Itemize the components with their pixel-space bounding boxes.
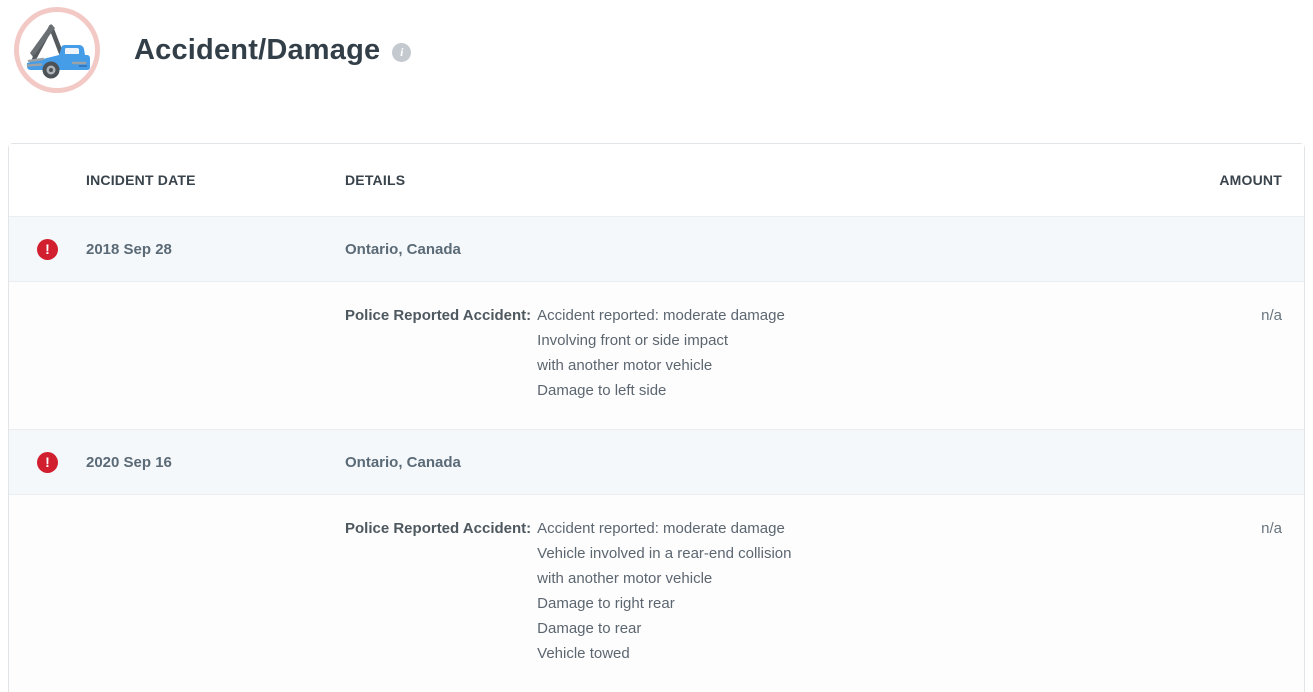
table-row-incident-summary: ! 2018 Sep 28 Ontario, Canada bbox=[9, 216, 1304, 281]
detail-line: Damage to left side bbox=[537, 382, 667, 399]
incident-date: 2020 Sep 16 bbox=[86, 453, 172, 471]
detail-line: with another motor vehicle bbox=[537, 357, 713, 374]
alert-icon: ! bbox=[37, 238, 58, 260]
tow-truck-icon bbox=[14, 7, 100, 93]
alert-cell: ! bbox=[9, 238, 86, 260]
detail-line: Damage to right rear bbox=[537, 595, 675, 612]
column-header-details: DETAILS bbox=[345, 172, 406, 188]
incident-location: Ontario, Canada bbox=[345, 240, 461, 258]
page-title-text: Accident/Damage bbox=[134, 33, 381, 66]
record-description: Accident reported: moderate damage Vehic… bbox=[537, 516, 791, 666]
amount-value: n/a bbox=[1261, 520, 1282, 537]
detail-line: Accident reported: moderate damage bbox=[537, 520, 785, 537]
detail-line: Vehicle towed bbox=[537, 645, 630, 662]
detail-line: Vehicle involved in a rear-end collision bbox=[537, 545, 792, 562]
alert-icon: ! bbox=[37, 451, 58, 473]
incident-date: 2018 Sep 28 bbox=[86, 240, 172, 258]
table-header-row: INCIDENT DATE DETAILS AMOUNT bbox=[9, 144, 1304, 216]
accident-records-table: INCIDENT DATE DETAILS AMOUNT ! 2018 Sep … bbox=[8, 143, 1305, 692]
amount-value: n/a bbox=[1261, 307, 1282, 324]
record-description: Accident reported: moderate damage Invol… bbox=[537, 303, 785, 403]
detail-cell: Police Reported Accident: Accident repor… bbox=[345, 495, 1174, 692]
record-type-label: Police Reported Accident: bbox=[345, 307, 532, 324]
incident-location: Ontario, Canada bbox=[345, 453, 461, 471]
column-header-incident-date: INCIDENT DATE bbox=[86, 172, 196, 188]
detail-line: Involving front or side impact bbox=[537, 332, 729, 349]
info-icon[interactable]: i bbox=[392, 42, 412, 62]
column-header-amount: AMOUNT bbox=[1219, 172, 1282, 188]
detail-line: Accident reported: moderate damage bbox=[537, 307, 785, 324]
detail-line: Damage to rear bbox=[537, 620, 642, 637]
table-row-incident-details: Police Reported Accident: Accident repor… bbox=[9, 494, 1304, 692]
detail-line: with another motor vehicle bbox=[537, 570, 713, 587]
record-type-label: Police Reported Accident: bbox=[345, 520, 532, 537]
detail-cell: Police Reported Accident: Accident repor… bbox=[345, 282, 1174, 429]
table-row-incident-summary: ! 2020 Sep 16 Ontario, Canada bbox=[9, 429, 1304, 494]
section-header: Accident/Damage i bbox=[14, 7, 412, 93]
page-title: Accident/Damage i bbox=[134, 33, 412, 67]
alert-cell: ! bbox=[9, 451, 86, 473]
table-row-incident-details: Police Reported Accident: Accident repor… bbox=[9, 281, 1304, 429]
